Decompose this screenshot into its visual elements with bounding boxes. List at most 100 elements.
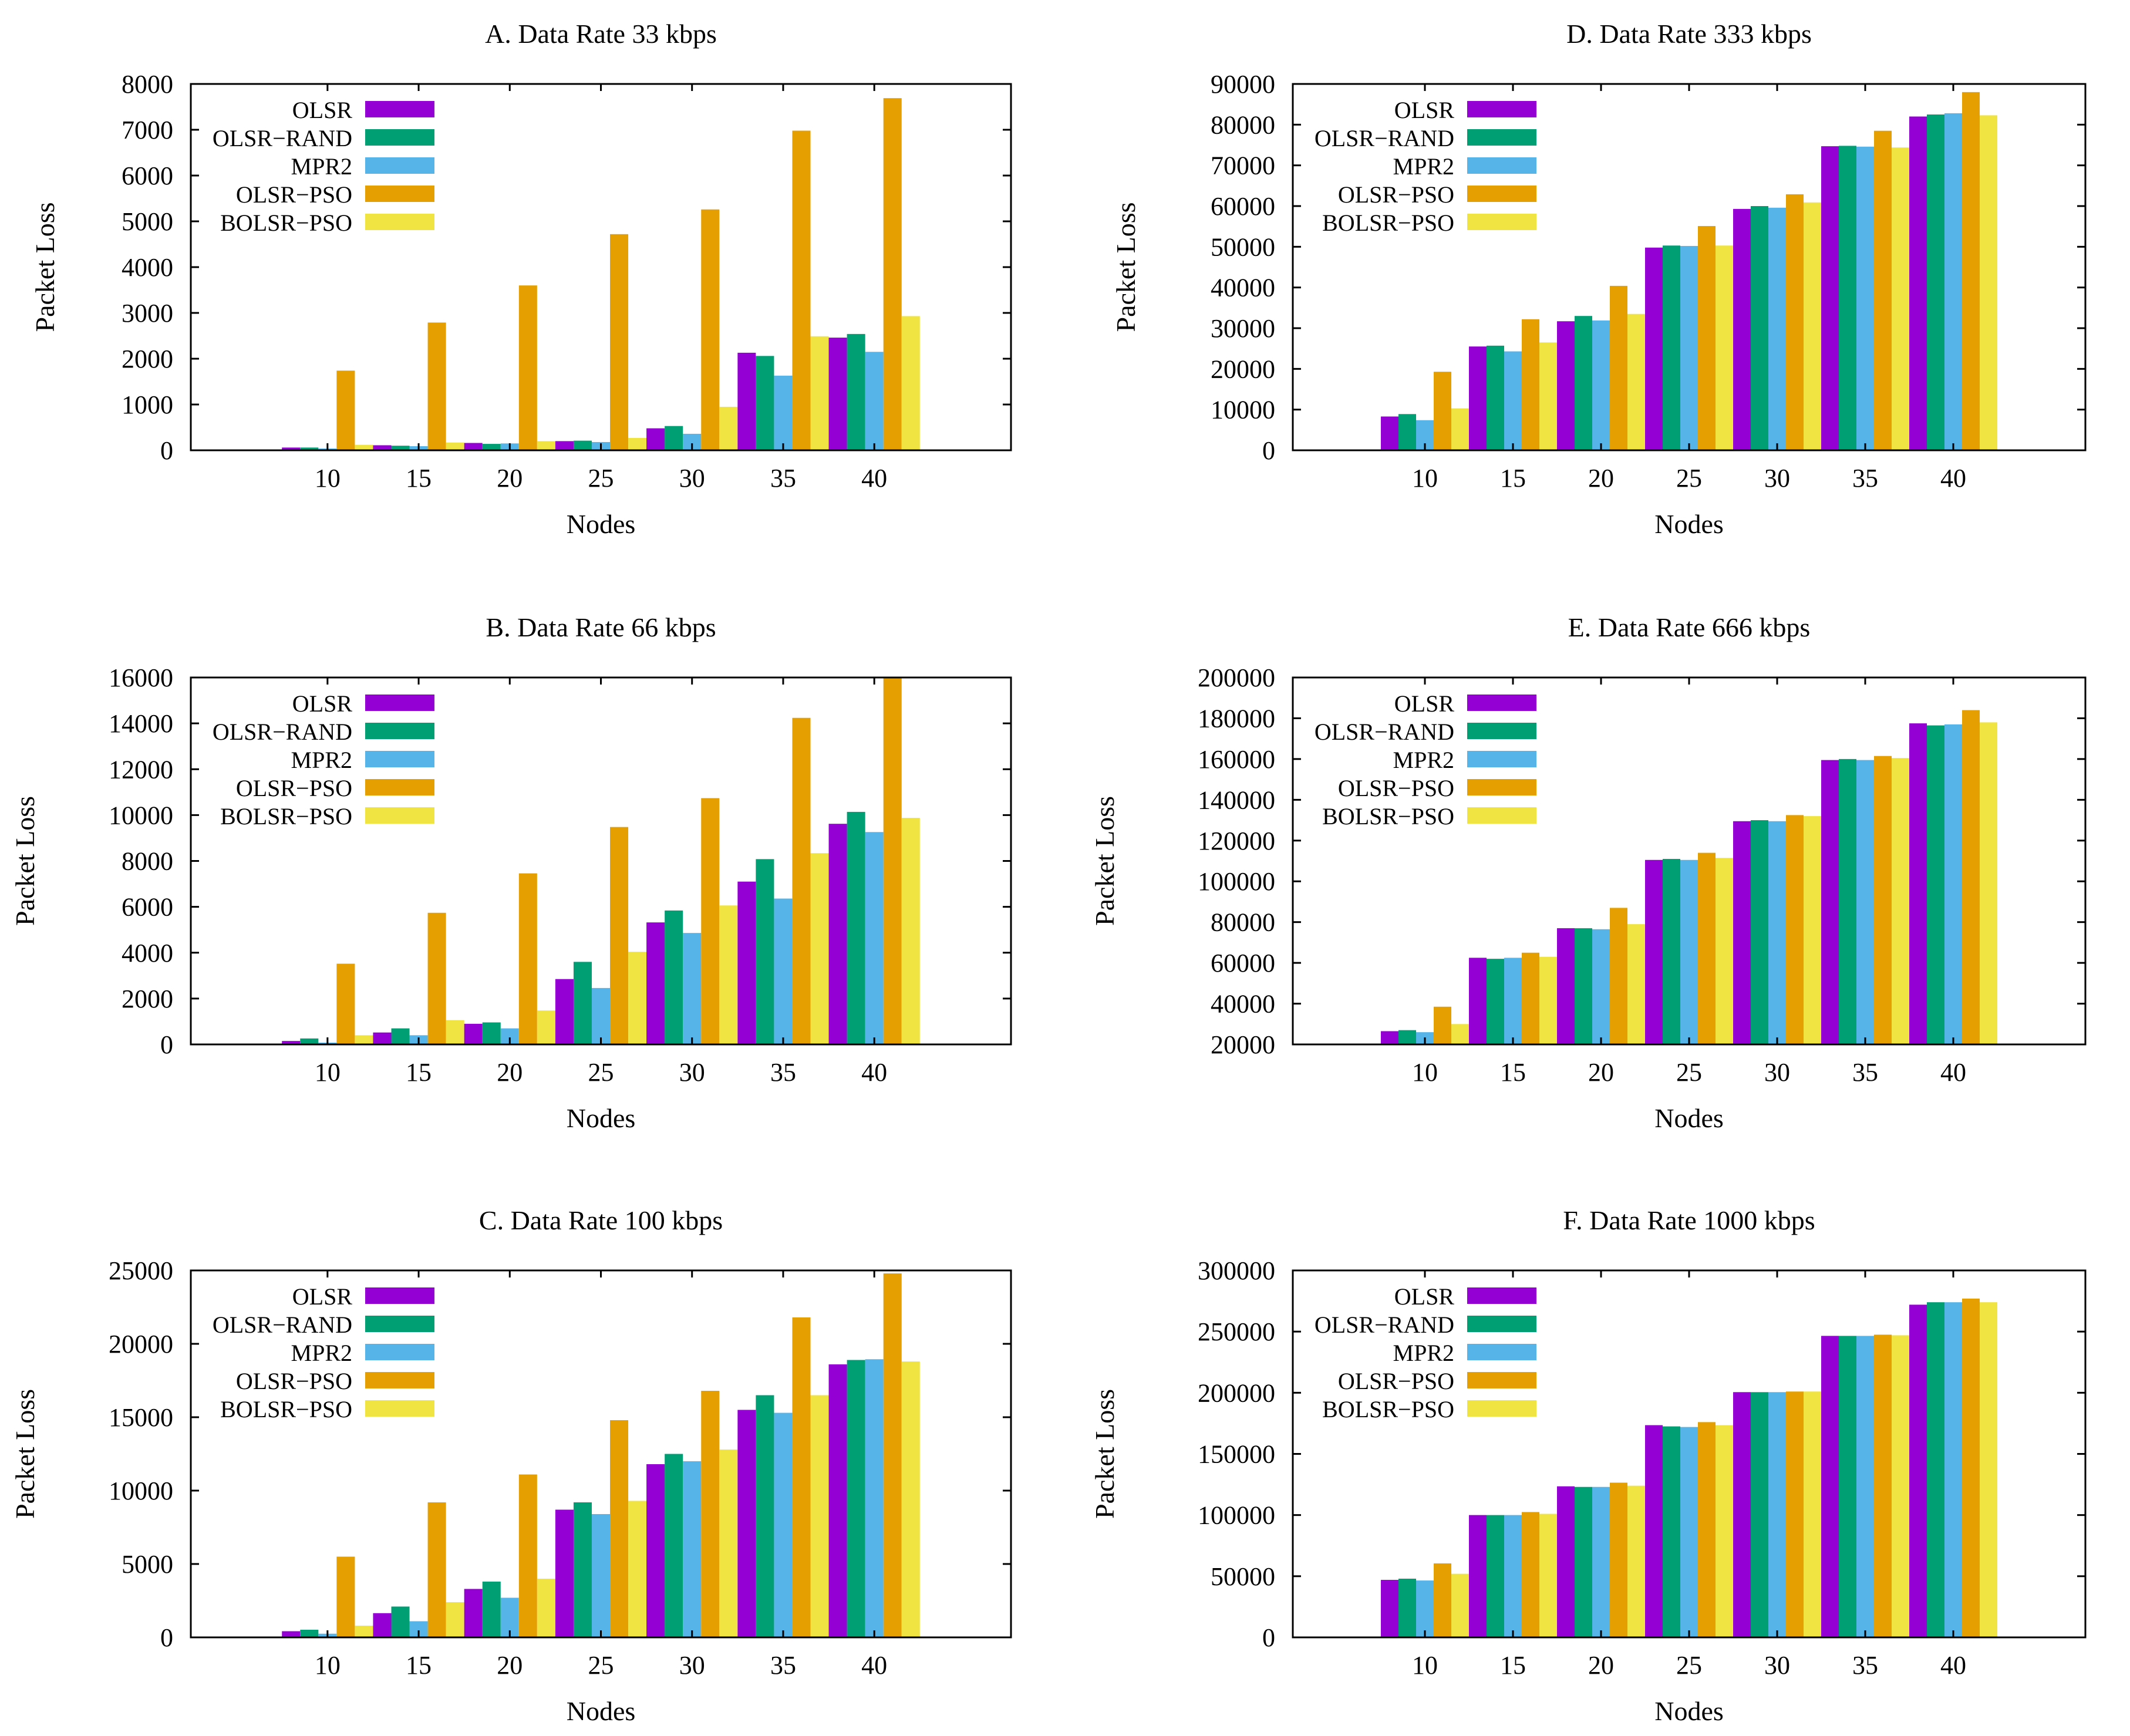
y-tick-label: 0 [1262,436,1275,465]
bar-2-cat-20 [482,444,501,450]
bar-5-cat-40 [901,1361,920,1637]
y-tick-label: 10000 [1211,396,1275,424]
bar-2-cat-15 [1487,1515,1504,1637]
legend-label: OLSR−RAND [1315,1312,1454,1338]
bar-4-cat-25 [1698,852,1716,1044]
bar-4-cat-20 [518,285,537,450]
bar-4-cat-40 [883,98,902,450]
bar-5-cat-10 [1451,408,1469,450]
legend-swatch-1 [365,101,434,117]
y-tick-label: 0 [160,1030,173,1059]
bar-2-cat-15 [391,1028,410,1044]
y-axis-label: Packet Loss [1090,1389,1120,1519]
bar-4-cat-20 [1610,908,1627,1044]
legend-label: MPR2 [1393,747,1455,773]
bar-1-cat-25 [555,979,574,1044]
y-tick-label: 7000 [122,116,173,144]
bar-4-cat-20 [1610,285,1627,450]
bar-3-cat-40 [1944,113,1962,451]
legend-swatch-5 [365,214,434,230]
y-axis-label: Packet Loss [30,202,60,332]
legend-label: OLSR−PSO [1338,775,1454,801]
chart-panel-4: D. Data Rate 333 kbps 10 15 20 25 30 35 40 0 1000… [1111,19,2087,539]
bar-5-cat-30 [719,1450,738,1637]
y-tick-label: 8000 [122,847,173,876]
y-tick-label: 40000 [1211,274,1275,302]
legend-swatch-2 [1467,129,1536,146]
bar-1-cat-25 [555,441,574,450]
x-tick-label: 15 [406,1058,432,1087]
bar-4-cat-30 [701,798,720,1044]
x-tick-label: 35 [1852,464,1878,493]
bar-1-cat-40 [1909,723,1927,1044]
legend-label: BOLSR−PSO [1322,210,1454,236]
y-tick-label: 5000 [122,1550,173,1579]
bar-5-cat-30 [719,905,738,1044]
x-axis-label: Nodes [1654,509,1724,539]
bar-1-cat-30 [646,428,665,450]
bar-1-cat-25 [555,1509,574,1637]
bar-3-cat-40 [1944,724,1962,1044]
y-tick-label: 160000 [1198,745,1275,774]
y-tick-label: 120000 [1198,827,1275,855]
bar-1-cat-35 [737,352,756,450]
legend-swatch-4 [365,186,434,202]
y-tick-label: 80000 [1211,908,1275,937]
bar-4-cat-40 [883,677,902,1044]
legend-swatch-5 [1467,1400,1536,1417]
bar-2-cat-20 [482,1022,501,1044]
legend-swatch-2 [365,1316,434,1332]
bar-1-cat-35 [1821,760,1839,1044]
chart-panel-3: C. Data Rate 100 kbps 10 15 20 25 30 35 40 0 5000… [10,1205,1012,1726]
y-tick-label: 140000 [1198,786,1275,814]
x-tick-label: 15 [1500,1651,1526,1680]
legend-label: MPR2 [291,1340,353,1366]
x-tick-label: 30 [1764,1058,1790,1087]
bar-4-cat-35 [1874,130,1892,450]
bar-1-cat-40 [828,1364,847,1637]
bar-1-cat-35 [1821,1336,1839,1637]
legend-label: MPR2 [291,747,353,773]
legend-swatch-4 [365,779,434,795]
bar-1-cat-20 [1557,928,1575,1044]
bar-1-cat-10 [282,1041,301,1044]
bar-5-cat-15 [1539,956,1557,1044]
bar-4-cat-15 [427,322,446,450]
x-tick-label: 40 [861,1058,887,1087]
bar-2-cat-20 [482,1582,501,1637]
bar-2-cat-25 [573,1502,592,1637]
legend-label: OLSR−RAND [1315,125,1454,151]
legend-label: OLSR−PSO [236,775,352,801]
bar-2-cat-40 [1927,725,1944,1044]
bar-5-cat-20 [537,441,555,450]
bar-4-cat-30 [1786,815,1804,1044]
legend-label: OLSR−PSO [236,181,352,208]
legend-label: OLSR [1394,1283,1455,1310]
legend-label: OLSR−RAND [1315,719,1454,745]
legend-swatch-3 [365,1344,434,1360]
bar-1-cat-40 [828,338,847,450]
x-tick-label: 40 [1940,1651,1966,1680]
bar-5-cat-30 [1804,816,1821,1044]
legend-label: OLSR−PSO [1338,181,1454,208]
bar-5-cat-20 [1627,924,1645,1044]
x-tick-label: 20 [497,1651,523,1680]
legend-label: BOLSR−PSO [1322,803,1454,830]
y-tick-label: 40000 [1211,990,1275,1019]
bar-1-cat-25 [1645,859,1663,1044]
bar-2-cat-25 [1663,245,1680,450]
bar-2-cat-20 [1575,928,1592,1044]
x-tick-label: 15 [1500,1058,1526,1087]
bar-5-cat-40 [901,316,920,450]
bar-4-cat-10 [336,963,355,1044]
bar-5-cat-20 [1627,314,1645,450]
y-tick-label: 250000 [1198,1317,1275,1346]
y-tick-label: 30000 [1211,314,1275,343]
x-tick-label: 10 [315,1651,341,1680]
bar-4-cat-35 [1874,756,1892,1044]
y-tick-label: 180000 [1198,704,1275,733]
bar-1-cat-15 [373,1613,392,1637]
bar-2-cat-25 [573,962,592,1044]
bar-1-cat-10 [1381,1031,1398,1044]
bar-4-cat-40 [1962,1298,1980,1637]
